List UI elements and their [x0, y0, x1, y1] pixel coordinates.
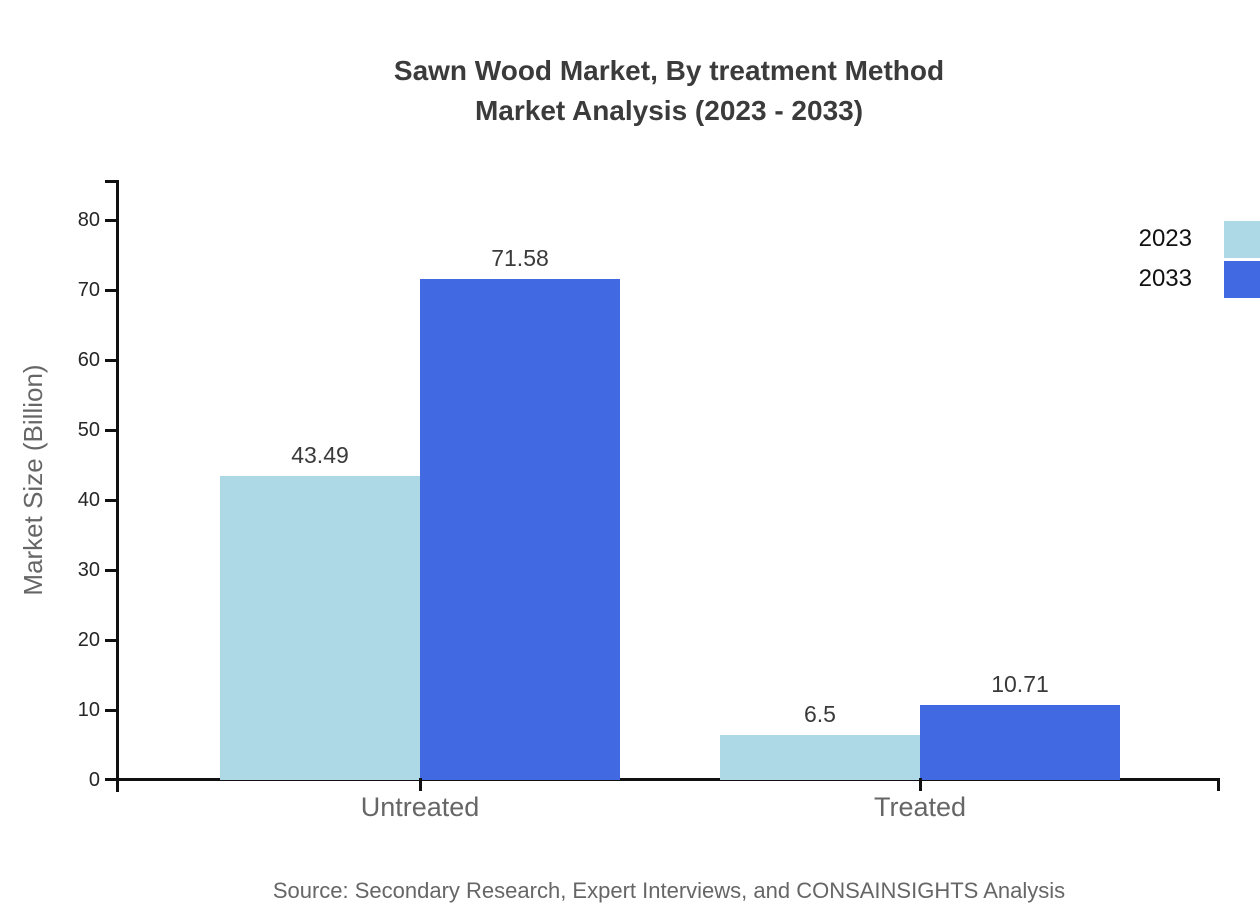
bar-treated-2033 — [920, 705, 1120, 780]
y-tick-50 — [105, 429, 116, 432]
x-axis-endcap — [1217, 778, 1220, 791]
value-label-untreated-2033: 71.58 — [491, 244, 549, 271]
y-tick-label-30: 30 — [77, 559, 100, 581]
x-tick-treated — [919, 778, 922, 791]
legend-label-2023: 2023 — [1138, 225, 1192, 252]
bar-untreated-2023 — [220, 475, 420, 780]
legend-swatch-2033 — [1224, 261, 1260, 298]
y-tick-label-0: 0 — [88, 769, 100, 791]
y-tick-40 — [105, 499, 116, 502]
legend-swatch-2023 — [1224, 221, 1260, 258]
value-label-treated-2023: 6.5 — [804, 700, 836, 727]
value-label-treated-2033: 10.71 — [991, 671, 1049, 698]
y-axis-line — [116, 180, 119, 792]
y-tick-label-50: 50 — [77, 419, 100, 441]
chart-title: Sawn Wood Market, By treatment Method Ma… — [118, 51, 1220, 131]
y-tick-label-70: 70 — [77, 279, 100, 301]
x-tick-untreated — [419, 778, 422, 791]
bar-treated-2023 — [720, 734, 920, 780]
category-label-treated: Treated — [873, 792, 967, 822]
y-tick-20 — [105, 639, 116, 642]
y-axis-endcap — [105, 180, 116, 183]
y-tick-30 — [105, 569, 116, 572]
y-tick-10 — [105, 709, 116, 712]
bar-untreated-2033 — [420, 278, 620, 780]
y-tick-label-60: 60 — [77, 349, 100, 371]
y-tick-label-80: 80 — [77, 209, 100, 231]
chart-title-line1: Sawn Wood Market, By treatment Method — [393, 55, 945, 86]
value-label-untreated-2023: 43.49 — [291, 441, 349, 468]
chart-title-line2: Market Analysis (2023 - 2033) — [474, 95, 864, 126]
y-tick-label-40: 40 — [77, 489, 100, 511]
y-tick-70 — [105, 289, 116, 292]
y-tick-60 — [105, 359, 116, 362]
x-axis-line — [105, 778, 1220, 781]
y-tick-label-10: 10 — [77, 699, 100, 721]
y-tick-80 — [105, 219, 116, 222]
legend-label-2033: 2033 — [1138, 265, 1192, 292]
category-label-untreated: Untreated — [360, 792, 480, 822]
y-tick-label-20: 20 — [77, 629, 100, 651]
source-note: Source: Secondary Research, Expert Inter… — [272, 878, 1066, 903]
